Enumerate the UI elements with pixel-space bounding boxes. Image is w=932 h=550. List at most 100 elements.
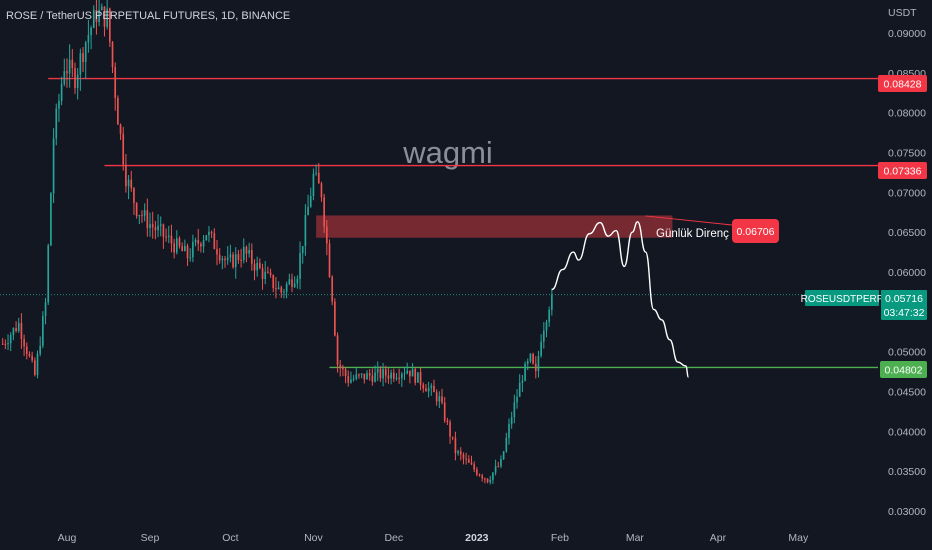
candle-body xyxy=(476,469,478,475)
candle-body xyxy=(106,8,108,27)
candle-body xyxy=(216,249,218,255)
time-axis[interactable]: Aug Sep Oct Nov Dec 2023 Feb Mar Apr May xyxy=(58,532,809,544)
candle-body xyxy=(264,271,267,279)
candle-body xyxy=(221,258,224,261)
candle-body xyxy=(390,372,392,379)
candle-body xyxy=(7,343,9,345)
candle-body xyxy=(516,396,518,403)
candle-body xyxy=(157,225,159,231)
daily-resistance-badge[interactable]: 0.06706 xyxy=(732,219,779,243)
candle-body xyxy=(462,454,465,459)
price-tick-label: 0.03000 xyxy=(888,506,926,518)
watermark-text: wagmi xyxy=(402,135,493,170)
candle-body xyxy=(213,232,216,250)
candle-body xyxy=(114,67,117,98)
candle-body xyxy=(355,374,358,379)
candle-body xyxy=(234,254,237,268)
candle-body xyxy=(401,374,403,379)
candle-body xyxy=(473,464,475,470)
candle-body xyxy=(205,235,208,241)
price-tick-label: 0.04500 xyxy=(888,387,926,399)
candle-body xyxy=(269,272,272,275)
candle-body xyxy=(494,466,497,473)
candle-body xyxy=(497,466,500,468)
projection-layer xyxy=(551,221,690,378)
candle-body xyxy=(371,375,374,382)
candle-body xyxy=(17,322,20,332)
time-tick-label: Apr xyxy=(710,532,727,544)
candle-body xyxy=(159,224,162,226)
time-tick-label: Dec xyxy=(384,532,403,544)
candle-body xyxy=(135,203,138,217)
candle-body xyxy=(33,360,36,375)
candle-body xyxy=(55,108,58,139)
candle-body xyxy=(505,437,508,452)
candle-body xyxy=(63,71,66,84)
candle-body xyxy=(398,377,400,379)
candle-body xyxy=(438,396,441,402)
candle-body xyxy=(309,196,312,207)
candle-body xyxy=(339,364,342,369)
candle-body xyxy=(382,369,384,379)
candle-body xyxy=(470,462,473,465)
lower-resistance-badge[interactable]: 0.07336 xyxy=(878,162,927,179)
candle-body xyxy=(374,372,376,382)
candle-body xyxy=(275,288,277,290)
candle-body xyxy=(245,247,248,254)
candle-body xyxy=(229,254,232,258)
support-badge[interactable]: 0.04802 xyxy=(880,361,927,378)
candle-body xyxy=(4,343,7,345)
candle-body xyxy=(299,253,301,279)
price-tick-label: 0.07500 xyxy=(888,148,926,160)
candle-body xyxy=(87,35,90,43)
resistance-zone[interactable] xyxy=(316,215,673,238)
candle-body xyxy=(425,388,427,392)
current-price-badge[interactable]: ROSEUSDTPERP 0.05716 03:47:32 xyxy=(801,290,927,320)
candle-body xyxy=(79,53,82,75)
candle-body xyxy=(25,346,28,355)
price-tick-label: 0.04000 xyxy=(888,426,926,438)
candle-body xyxy=(122,133,125,165)
projection-path[interactable] xyxy=(551,221,690,378)
candle-body xyxy=(344,369,347,377)
candle-body xyxy=(537,356,540,372)
candle-body xyxy=(363,373,366,380)
candle-body xyxy=(366,373,368,380)
candle-body xyxy=(457,451,459,454)
current-price-text: 0.05716 xyxy=(885,293,923,305)
candle-body xyxy=(280,287,283,293)
candle-body xyxy=(95,9,98,22)
candle-body xyxy=(419,372,422,385)
candle-body xyxy=(352,378,355,380)
candle-body xyxy=(347,376,350,383)
upper-resistance-badge[interactable]: 0.08428 xyxy=(878,75,927,92)
candle-body xyxy=(427,388,430,392)
candle-body xyxy=(545,322,548,331)
candle-body xyxy=(109,8,111,43)
candle-body xyxy=(39,345,42,354)
candle-body xyxy=(403,373,406,375)
lower-resistance-badge-text: 0.07336 xyxy=(884,166,922,178)
candle-body xyxy=(111,42,114,68)
candle-body xyxy=(441,396,443,403)
candle-body xyxy=(422,384,425,389)
candle-body xyxy=(548,309,551,323)
candle-body xyxy=(28,354,31,356)
candle-body xyxy=(508,424,510,438)
time-tick-label: Mar xyxy=(626,532,645,544)
price-tick-label: 0.08000 xyxy=(888,108,926,120)
candle-body xyxy=(272,274,275,289)
candle-body xyxy=(103,6,106,27)
candle-body xyxy=(350,379,352,383)
candle-body xyxy=(465,458,467,460)
candle-body xyxy=(510,417,513,425)
candle-body xyxy=(170,235,173,244)
candle-body xyxy=(392,372,395,379)
candle-body xyxy=(117,97,119,125)
candle-body xyxy=(194,239,197,243)
candle-body xyxy=(259,262,261,269)
candle-body xyxy=(68,59,71,74)
candle-body xyxy=(197,239,200,244)
candle-body xyxy=(524,363,526,381)
